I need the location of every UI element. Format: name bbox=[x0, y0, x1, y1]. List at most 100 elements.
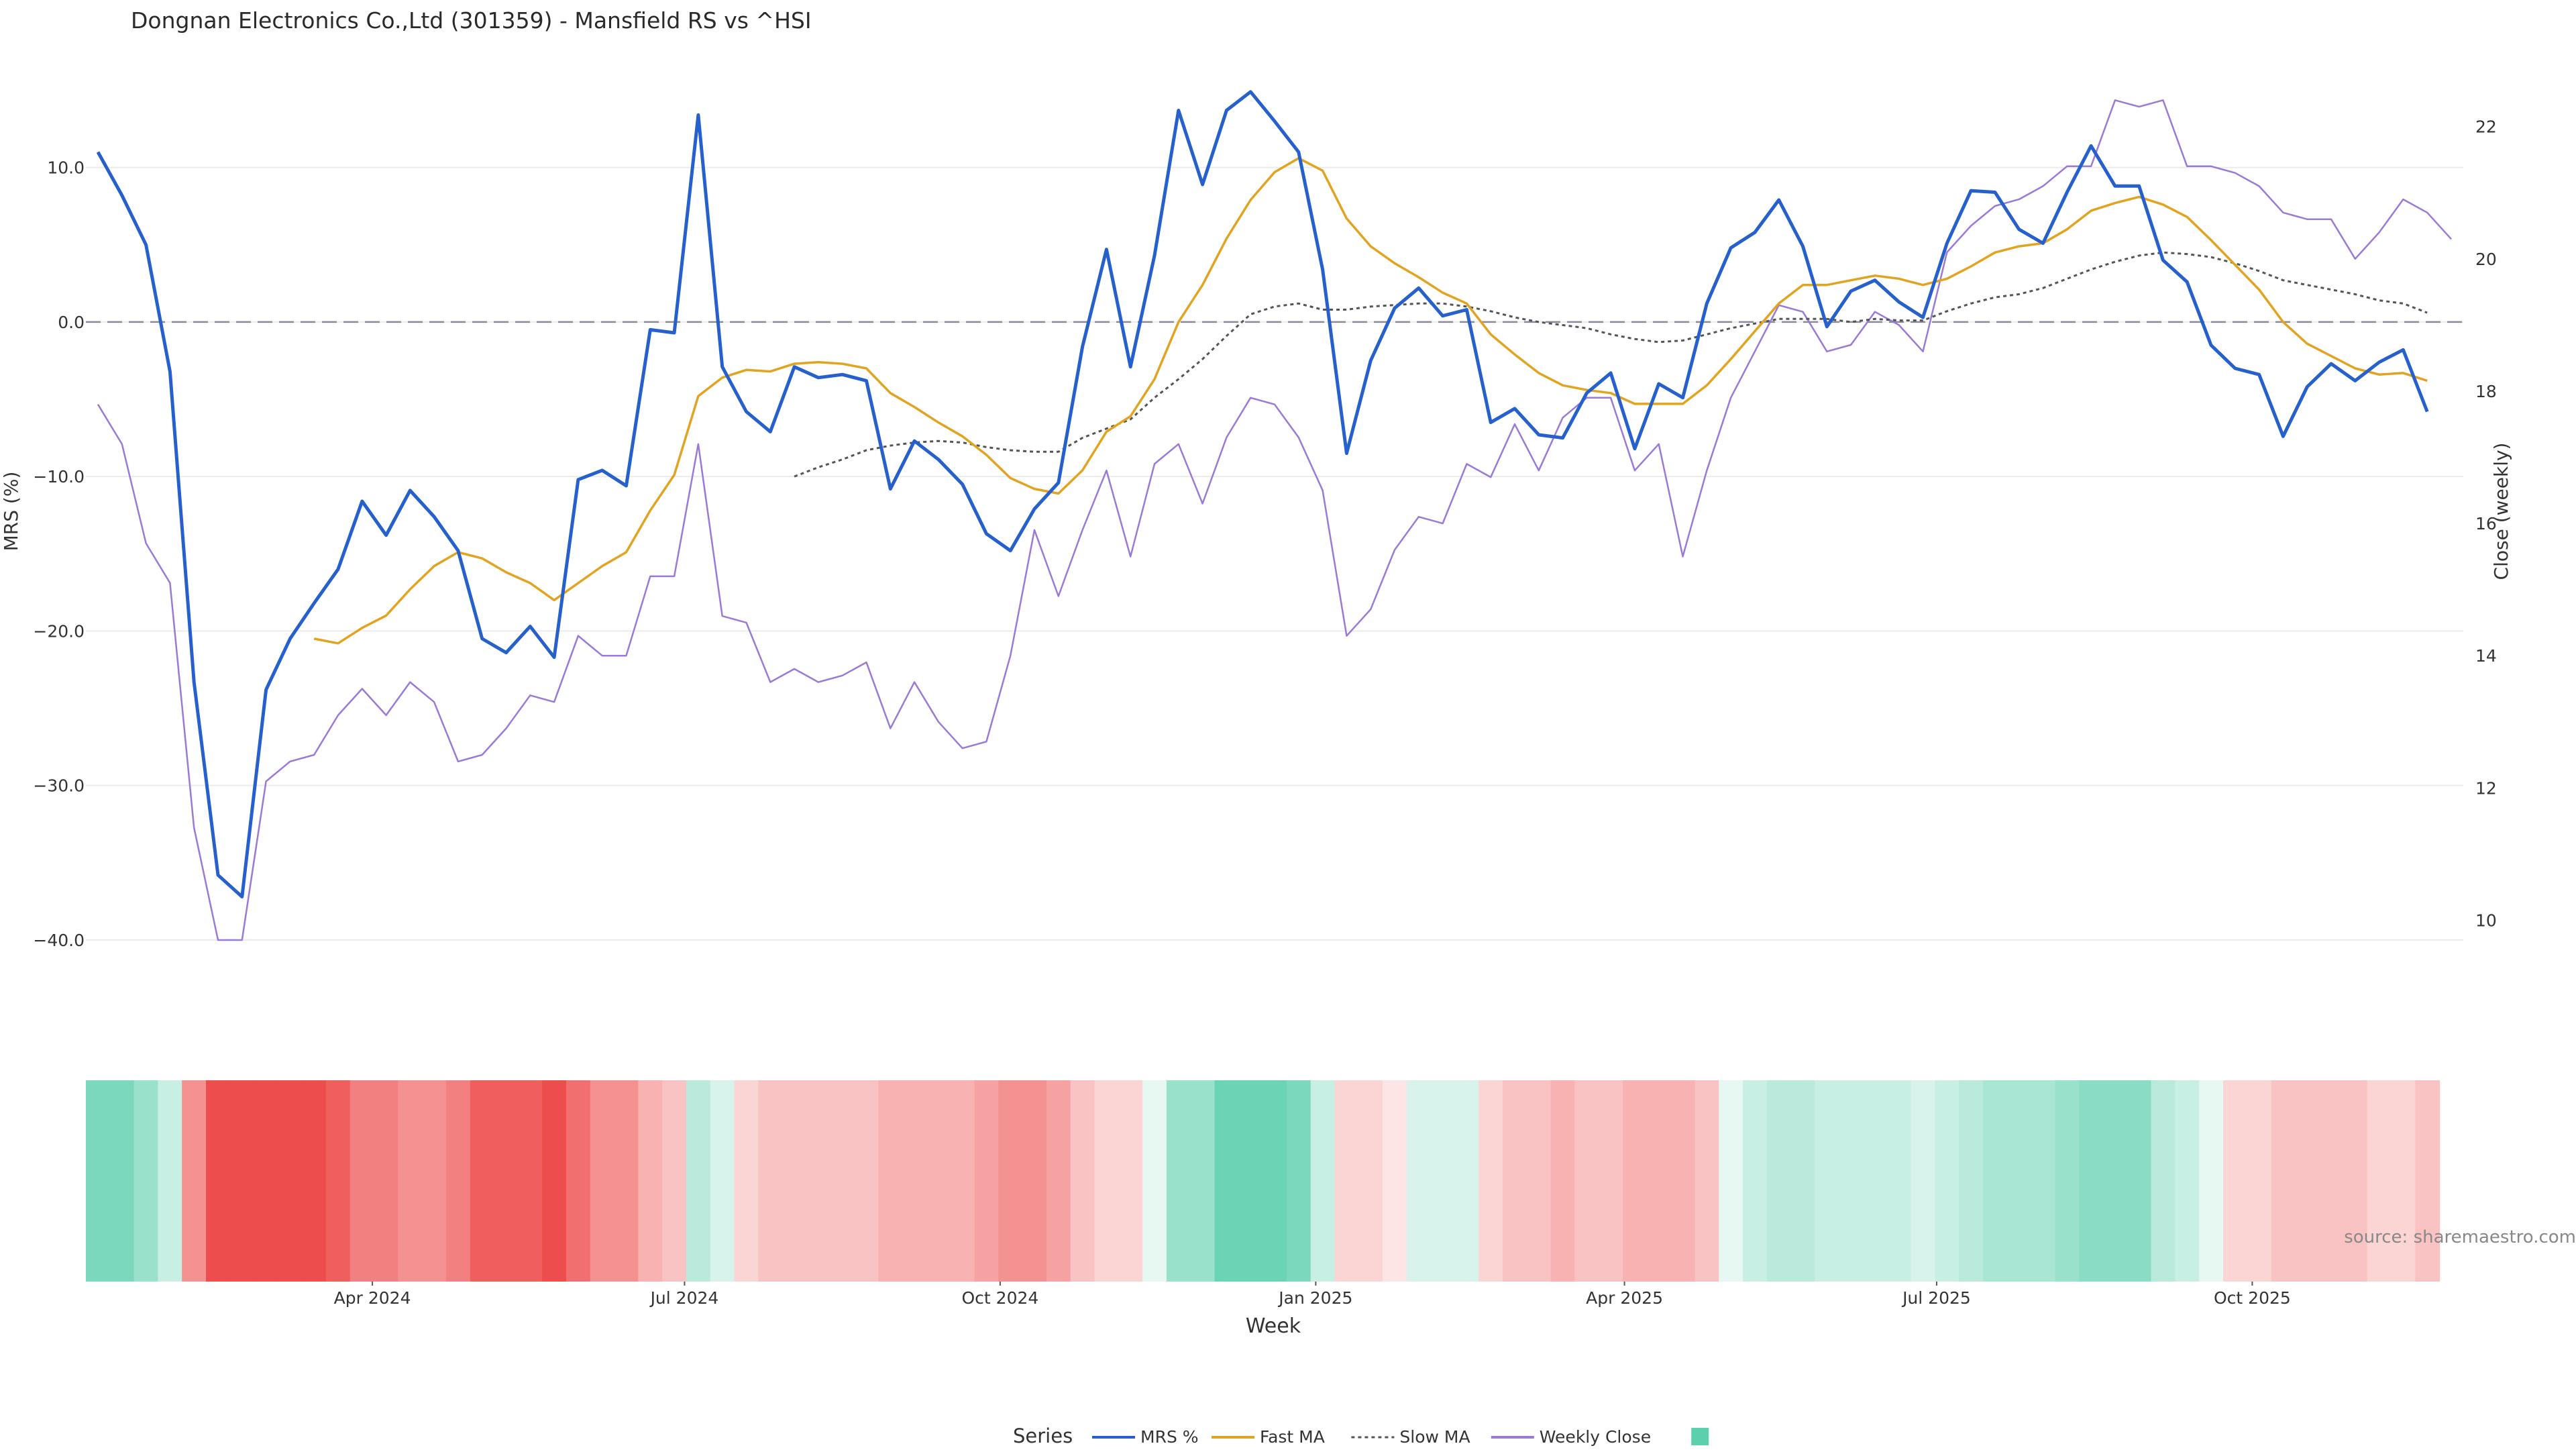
x-tick-label: Oct 2025 bbox=[2214, 1288, 2291, 1308]
heatmap-cell bbox=[758, 1080, 784, 1282]
heatmap-cell bbox=[734, 1080, 759, 1282]
legend-item[interactable]: Weekly Close bbox=[1491, 1427, 1651, 1447]
heatmap-cell bbox=[686, 1080, 711, 1282]
legend-item[interactable]: Slow MA bbox=[1351, 1427, 1470, 1447]
heatmap-cell bbox=[86, 1080, 111, 1282]
x-tick-label: Oct 2024 bbox=[962, 1288, 1039, 1308]
gridlines bbox=[86, 166, 2463, 941]
heatmap-cell bbox=[2151, 1080, 2176, 1282]
x-tick-label: Jan 2025 bbox=[1277, 1288, 1352, 1308]
x-axis-label: Week bbox=[1246, 1314, 1301, 1338]
heatmap-cell bbox=[2295, 1080, 2320, 1282]
left-tick-label: 10.0 bbox=[47, 158, 85, 178]
heatmap-cell bbox=[566, 1080, 591, 1282]
heatmap-cell bbox=[1935, 1080, 1960, 1282]
heatmap-cell bbox=[830, 1080, 855, 1282]
heatmap-cell bbox=[1310, 1080, 1336, 1282]
heatmap-cell bbox=[1118, 1080, 1144, 1282]
heatmap-cell bbox=[1670, 1080, 1696, 1282]
heatmap-cell bbox=[2319, 1080, 2345, 1282]
heatmap-cell bbox=[109, 1080, 135, 1282]
heatmap-cell bbox=[422, 1080, 447, 1282]
legend-item[interactable]: Fast MA bbox=[1212, 1427, 1325, 1447]
heatmap-cell bbox=[1046, 1080, 1071, 1282]
heatmap-cell bbox=[1190, 1080, 1216, 1282]
left-tick-label: −10.0 bbox=[33, 467, 85, 486]
heatmap-cell bbox=[1022, 1080, 1047, 1282]
heatmap-cell bbox=[2247, 1080, 2272, 1282]
heatmap-cell bbox=[158, 1080, 183, 1282]
legend-swatch-heatmap bbox=[1691, 1428, 1709, 1445]
left-tick-label: −40.0 bbox=[33, 931, 85, 950]
heatmap-cell bbox=[1214, 1080, 1240, 1282]
heatmap-cell bbox=[710, 1080, 735, 1282]
heatmap-cell bbox=[614, 1080, 639, 1282]
heatmap-cell bbox=[278, 1080, 303, 1282]
heatmap-cell bbox=[229, 1080, 255, 1282]
heatmap-cell bbox=[1719, 1080, 1744, 1282]
series-line-mrs bbox=[96, 90, 2429, 898]
x-axis: Apr 2024 Jul 2024 Oct 2024 Jan 2025 Apr 2025… bbox=[334, 1282, 2291, 1308]
heatmap-cell bbox=[782, 1080, 807, 1282]
heatmap-cell bbox=[1286, 1080, 1311, 1282]
heatmap-cell bbox=[1550, 1080, 1576, 1282]
series-line-weekly-close bbox=[97, 99, 2452, 941]
heatmap-cell bbox=[974, 1080, 1000, 1282]
legend: Series MRS % Fast MA Slow MA Weekly Close bbox=[1013, 1424, 1709, 1447]
series-line-fast-ma bbox=[313, 157, 2428, 645]
x-tick-label: Jul 2024 bbox=[649, 1288, 719, 1308]
heatmap-cell bbox=[806, 1080, 831, 1282]
heatmap-cell bbox=[998, 1080, 1024, 1282]
heatmap-cell bbox=[1646, 1080, 1672, 1282]
heatmap-cell bbox=[254, 1080, 279, 1282]
legend-label: MRS % bbox=[1140, 1427, 1199, 1447]
heatmap-cell bbox=[1430, 1080, 1456, 1282]
heatmap-cell bbox=[1695, 1080, 1720, 1282]
right-tick-label: 22 bbox=[2475, 117, 2497, 137]
heatmap-cell bbox=[1454, 1080, 1480, 1282]
heatmap-cell bbox=[2199, 1080, 2224, 1282]
heatmap-cell bbox=[1358, 1080, 1384, 1282]
heatmap-cell bbox=[1766, 1080, 1792, 1282]
heatmap-cell bbox=[2367, 1080, 2392, 1282]
heatmap-cell bbox=[2031, 1080, 2056, 1282]
heatmap-cell bbox=[1238, 1080, 1264, 1282]
heatmap-cell bbox=[302, 1080, 327, 1282]
heatmap-cell bbox=[1886, 1080, 1912, 1282]
heatmap-cell bbox=[1526, 1080, 1552, 1282]
left-tick-label: 0.0 bbox=[58, 313, 85, 332]
heatmap-cell bbox=[518, 1080, 543, 1282]
heatmap-cell bbox=[1790, 1080, 1816, 1282]
heatmap-cell bbox=[470, 1080, 495, 1282]
y-axis-label-left: MRS (%) bbox=[0, 472, 22, 552]
heatmap-cell bbox=[1839, 1080, 1864, 1282]
heatmap-cell bbox=[350, 1080, 375, 1282]
heatmap-cell bbox=[1166, 1080, 1191, 1282]
right-tick-label: 10 bbox=[2475, 911, 2497, 930]
legend-item[interactable]: MRS % bbox=[1092, 1427, 1199, 1447]
heatmap-cell bbox=[2103, 1080, 2128, 1282]
heatmap-cell bbox=[398, 1080, 423, 1282]
heatmap-cell bbox=[445, 1080, 471, 1282]
right-axis: 10 12 14 16 18 20 22 bbox=[2475, 117, 2497, 931]
heatmap-cell bbox=[1959, 1080, 1984, 1282]
heatmap-cell bbox=[1479, 1080, 1504, 1282]
heatmap-cell bbox=[1623, 1080, 1648, 1282]
left-tick-label: −30.0 bbox=[33, 776, 85, 796]
legend-label: Slow MA bbox=[1399, 1427, 1470, 1447]
right-tick-label: 14 bbox=[2475, 646, 2497, 666]
series-line-slow-ma bbox=[794, 251, 2428, 478]
heatmap-cell bbox=[662, 1080, 687, 1282]
heatmap-cell bbox=[1863, 1080, 1888, 1282]
heatmap-cell bbox=[1599, 1080, 1624, 1282]
legend-label: Weekly Close bbox=[1540, 1427, 1651, 1447]
heatmap-cell bbox=[494, 1080, 519, 1282]
left-axis: 10.0 0.0 −10.0 −20.0 −30.0 −40.0 bbox=[33, 158, 85, 950]
right-tick-label: 20 bbox=[2475, 250, 2497, 269]
heatmap-cell bbox=[950, 1080, 975, 1282]
heatmap-cell bbox=[182, 1080, 207, 1282]
heatmap-cell bbox=[133, 1080, 159, 1282]
right-tick-label: 16 bbox=[2475, 514, 2497, 533]
